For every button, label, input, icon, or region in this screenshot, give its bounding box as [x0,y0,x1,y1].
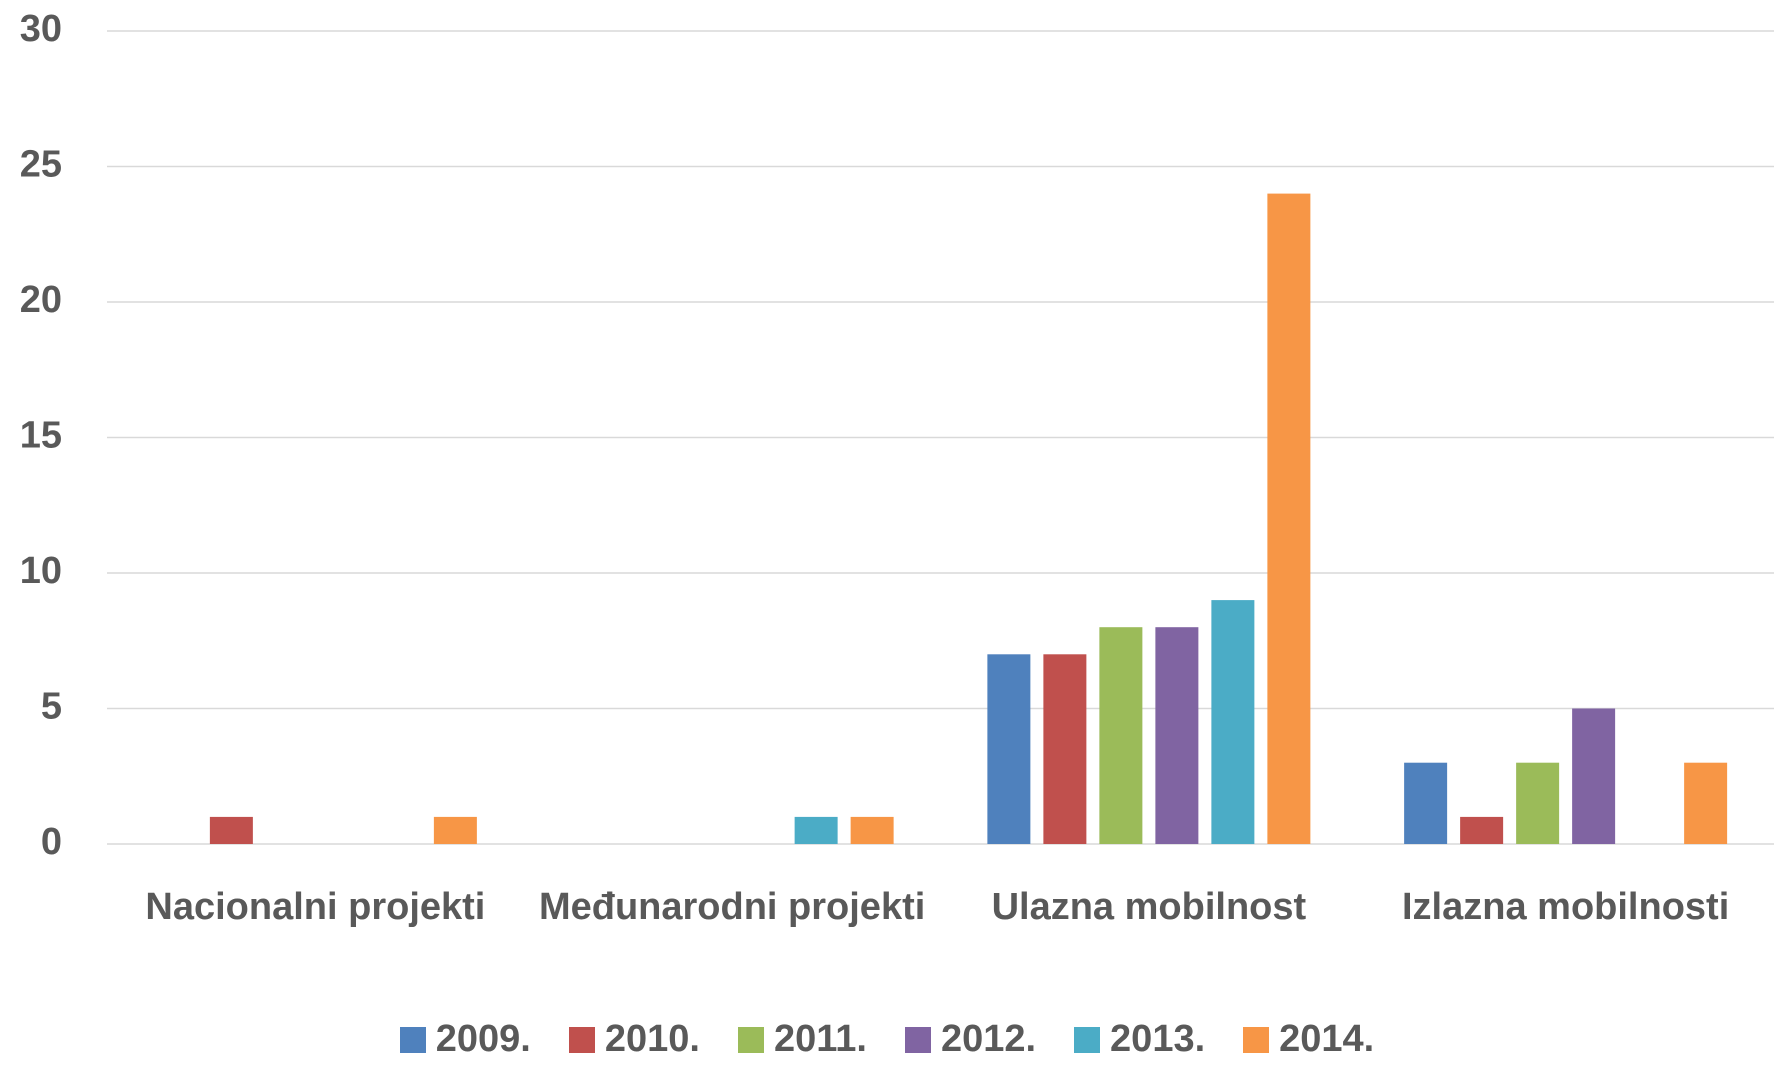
bar [1404,762,1448,844]
legend-swatch [737,1026,764,1053]
bar [1684,762,1728,844]
bar [1516,762,1560,844]
bar [209,816,253,844]
y-tick-label: 10 [20,550,62,592]
y-tick-label: 0 [41,821,62,863]
bar [433,816,477,844]
legend-label: 2012. [940,1018,1037,1060]
bar [1572,708,1616,844]
bar [1155,627,1199,844]
legend-swatch [399,1026,426,1053]
bar [850,816,894,844]
y-tick-label: 25 [20,144,62,186]
x-tick-label: Nacionalni projekti [145,886,486,928]
legend-item: 2010. [568,1018,700,1061]
legend-item: 2014. [1243,1018,1374,1061]
legend-label: 2014. [1279,1018,1375,1060]
legend-label: 2009. [435,1018,531,1060]
legend-item: 2012. [904,1018,1037,1061]
legend-label: 2010. [604,1018,700,1060]
bar [794,816,838,844]
bar [1460,816,1504,844]
legend-swatch [904,1026,931,1053]
bar [1043,654,1087,844]
legend-swatch [568,1026,595,1053]
x-tick-label: Ulazna mobilnost [991,886,1307,928]
bar [987,654,1031,844]
y-tick-label: 30 [20,8,62,50]
legend-label: 2013. [1110,1018,1206,1060]
legend-item: 2011. [737,1018,867,1061]
bar [1211,600,1255,844]
bar [1267,193,1311,845]
y-tick-label: 15 [20,415,62,457]
legend-item: 2013. [1074,1018,1205,1061]
legend-item: 2009. [399,1018,531,1061]
x-tick-label: Međunarodni projekti [538,886,926,928]
y-tick-label: 20 [20,279,62,321]
legend-swatch [1243,1026,1270,1053]
x-tick-label: Izlazna mobilnosti [1402,886,1730,928]
legend: 2009. 2010. 2011. 2012. 2013. 2014. [0,1018,1774,1061]
y-tick-label: 5 [41,686,62,728]
legend-swatch [1074,1026,1101,1053]
bar [1099,627,1143,844]
legend-label: 2011. [773,1018,867,1060]
